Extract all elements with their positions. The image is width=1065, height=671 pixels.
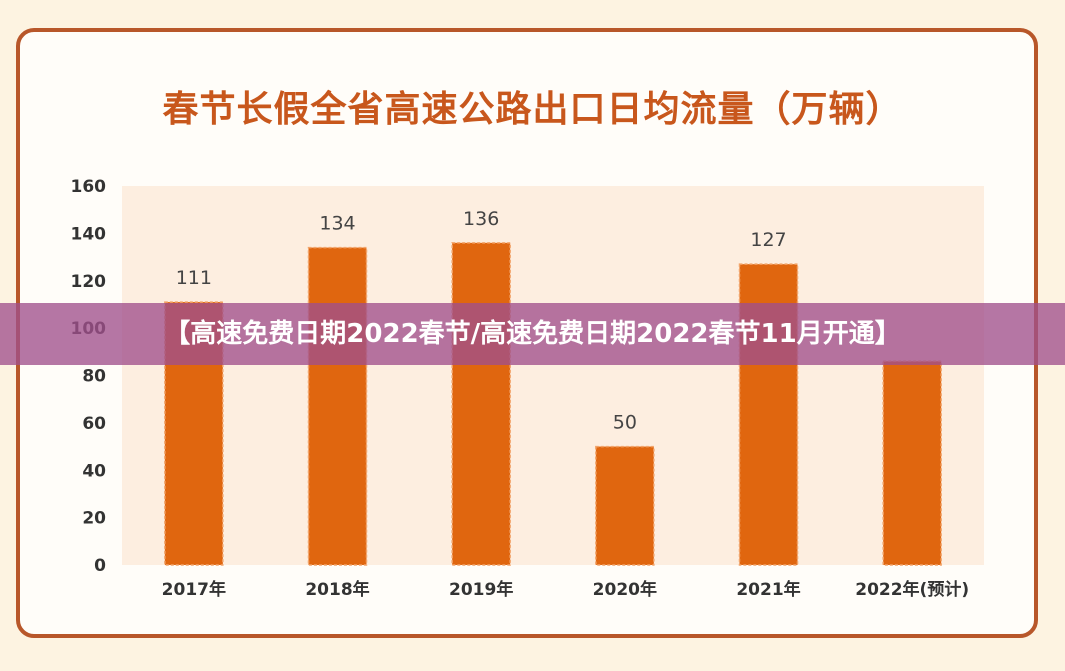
y-tick-label: 60 bbox=[82, 414, 106, 434]
bar-3 bbox=[595, 445, 655, 566]
y-tick-label: 80 bbox=[82, 367, 106, 387]
x-tick-label: 2020年 bbox=[593, 579, 657, 600]
x-tick-label: 2021年 bbox=[736, 579, 800, 600]
y-tick-label: 160 bbox=[71, 177, 107, 197]
x-tick-label: 2017年 bbox=[162, 579, 226, 600]
x-tick-label: 2019年 bbox=[449, 579, 513, 600]
chart-title: 春节长假全省高速公路出口日均流量（万辆） bbox=[162, 88, 903, 130]
data-label: 134 bbox=[319, 213, 355, 235]
bar-5 bbox=[882, 360, 942, 566]
data-label: 136 bbox=[463, 208, 499, 230]
y-tick-label: 20 bbox=[82, 509, 106, 529]
y-tick-label: 140 bbox=[71, 224, 107, 244]
data-label: 127 bbox=[750, 229, 786, 251]
bar-2 bbox=[451, 242, 511, 566]
x-tick-label: 2022年(预计) bbox=[855, 579, 969, 600]
y-tick-label: 40 bbox=[82, 461, 106, 481]
plot-area bbox=[122, 186, 984, 565]
data-label: 111 bbox=[176, 267, 212, 289]
overlay-banner: 【高速免费日期2022春节/高速免费日期2022春节11月开通】 bbox=[0, 303, 1065, 365]
data-label: 50 bbox=[613, 412, 637, 434]
y-tick-label: 0 bbox=[94, 556, 106, 576]
y-tick-label: 120 bbox=[71, 272, 107, 292]
bar-1 bbox=[307, 246, 368, 566]
x-tick-label: 2018年 bbox=[305, 579, 369, 600]
